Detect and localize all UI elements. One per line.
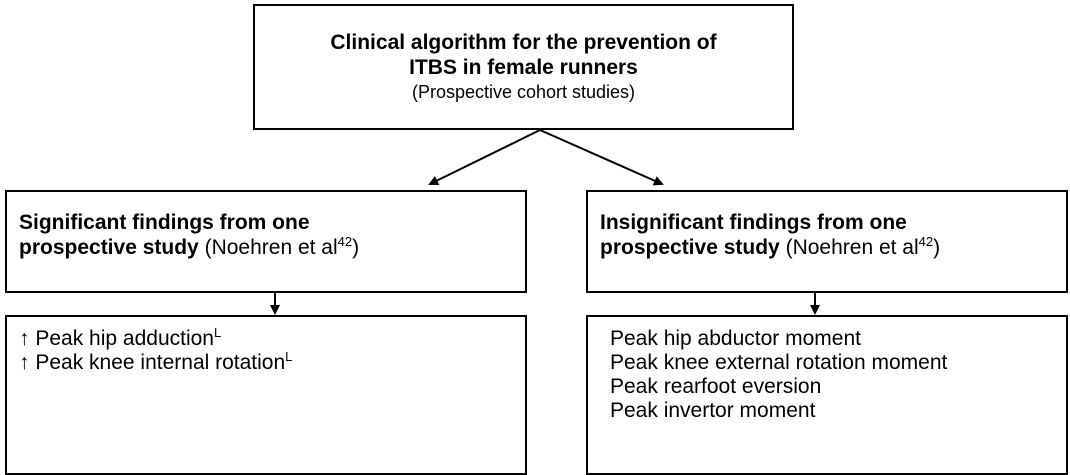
title-line: Clinical algorithm for the prevention of <box>330 31 717 54</box>
arrow <box>539 129 664 186</box>
heading-line: Significant findings from one <box>19 211 310 234</box>
arrow <box>428 129 541 185</box>
finding-mark: L <box>285 349 293 364</box>
arrows <box>270 129 820 315</box>
right-heading-box: Insignificant findings from one prospect… <box>586 190 1068 293</box>
finding-mark: L <box>213 325 222 340</box>
finding: Peak rearfoot eversion <box>610 375 822 398</box>
left-items-box: ↑ Peak hip adductionL ↑ Peak knee interna… <box>5 315 527 475</box>
left-heading-box: Significant findings from one prospectiv… <box>5 190 527 293</box>
right-items-box: Peak hip abductor moment Peak knee extern… <box>586 315 1068 475</box>
finding: ↑ Peak knee internal rotationL <box>19 349 525 375</box>
heading-line: Insignificant findings from one <box>600 211 907 234</box>
finding: Peak knee external rotation moment <box>610 351 948 374</box>
finding: Peak hip abductor moment <box>610 327 861 350</box>
heading-line: prospective study <box>19 236 199 259</box>
subtitle: (Prospective cohort studies) <box>411 82 636 102</box>
page: Clinical algorithm for the prevention of… <box>5 4 1068 475</box>
finding-text: Peak hip adduction <box>35 327 214 350</box>
connectors <box>270 129 820 315</box>
top-box: Clinical algorithm for the prevention of… <box>253 4 794 130</box>
citation: (Noehren et al <box>785 236 919 259</box>
finding-text: Peak knee internal rotation <box>35 351 286 374</box>
citation: (Noehren et al <box>204 236 338 259</box>
arrow-symbol: ↑ <box>19 351 30 374</box>
title-line: ITBS in female runners <box>409 56 638 79</box>
citation-close: ) <box>933 236 941 259</box>
heading-line: prospective study <box>600 236 780 259</box>
finding: Peak invertor moment <box>610 399 816 422</box>
citation-close: ) <box>352 236 360 259</box>
citation-ref: 42 <box>918 234 934 249</box>
finding: ↑ Peak hip adductionL <box>19 325 525 351</box>
citation-ref: 42 <box>337 234 353 249</box>
arrow-symbol: ↑ <box>19 327 30 350</box>
